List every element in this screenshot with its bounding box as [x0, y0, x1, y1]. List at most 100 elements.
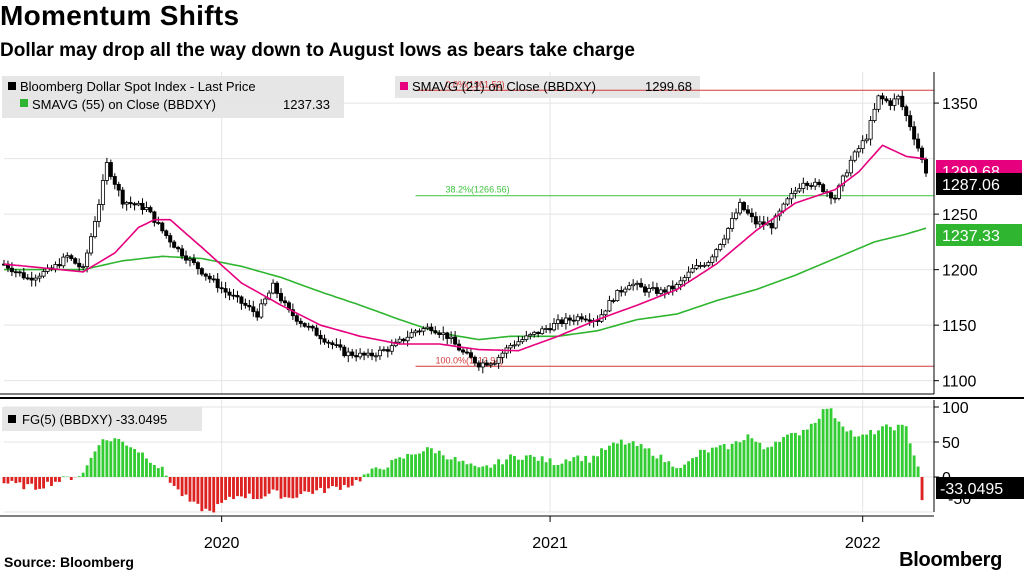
candle-body — [623, 288, 628, 293]
histogram-bar — [208, 477, 212, 511]
histogram-bar — [327, 477, 330, 489]
candle-body — [373, 355, 378, 358]
histogram-bar — [746, 434, 750, 477]
histogram-bar — [885, 424, 888, 477]
candle-body — [643, 286, 648, 293]
candle-body — [17, 271, 22, 274]
candle-body — [263, 298, 268, 305]
histogram-bar — [232, 477, 235, 500]
fib-label: 38.2%(1266.56) — [446, 185, 510, 195]
candle-body — [219, 287, 224, 290]
candle-body — [421, 328, 426, 332]
histogram-bar — [263, 477, 267, 497]
histogram-bar — [782, 437, 785, 477]
candle-body — [726, 228, 731, 240]
histogram-bar — [271, 477, 275, 490]
candle-body — [484, 362, 489, 366]
candle-body — [278, 293, 283, 302]
histogram-bar — [129, 447, 133, 477]
histogram-bar — [77, 476, 81, 477]
candle-body — [809, 185, 814, 187]
candle-body — [773, 215, 778, 229]
histogram-bar — [224, 477, 228, 500]
candle-body — [227, 291, 232, 296]
y-tick-label: 1350 — [942, 96, 978, 113]
histogram-bar — [42, 477, 45, 489]
candle-body — [718, 244, 723, 251]
candle-body — [658, 289, 663, 294]
candle-body — [575, 316, 580, 322]
legend-price-swatch — [8, 82, 16, 90]
candle-body — [749, 212, 754, 218]
histogram-bar — [679, 467, 683, 477]
histogram-bar — [493, 464, 497, 477]
candle-body — [805, 182, 810, 186]
histogram-bar — [611, 442, 615, 477]
histogram-bar — [540, 456, 544, 477]
histogram-bar — [38, 477, 42, 489]
histogram-bar — [817, 418, 821, 477]
histogram-bar — [714, 447, 718, 477]
candle-body — [639, 282, 644, 288]
histogram-bar — [706, 452, 710, 477]
candle-body — [536, 331, 541, 335]
histogram-bar — [188, 477, 192, 502]
histogram-bar — [240, 477, 243, 497]
histogram-bar — [220, 477, 224, 503]
histogram-bar — [813, 422, 817, 477]
histogram-bar — [520, 459, 524, 477]
histogram-bar — [536, 460, 540, 477]
histogram-bar — [793, 432, 797, 477]
histogram-bar — [825, 408, 829, 477]
histogram-bar — [243, 477, 247, 499]
histogram-bar — [580, 461, 584, 477]
histogram-bar — [184, 477, 188, 495]
candle-body — [124, 202, 129, 205]
candle-body — [271, 282, 276, 294]
candle-body — [896, 95, 901, 100]
legend-box-left — [2, 76, 344, 118]
histogram-bar — [406, 453, 410, 477]
histogram-bar — [726, 449, 730, 477]
histogram-bar — [877, 430, 880, 477]
histogram-bar — [85, 465, 89, 477]
histogram-bar — [14, 477, 18, 484]
histogram-bar — [556, 464, 560, 477]
histogram-bar — [564, 459, 568, 477]
candle-body — [864, 138, 869, 142]
candle-body — [730, 218, 735, 229]
candle-body — [627, 285, 632, 290]
histogram-bar — [671, 466, 675, 477]
candle-body — [559, 319, 564, 325]
histogram-bar — [101, 439, 105, 477]
candle-body — [567, 317, 572, 321]
y-tick-label: 1100 — [942, 374, 977, 391]
histogram-bar — [113, 438, 117, 477]
histogram-bar — [30, 477, 34, 484]
candle-body — [476, 362, 481, 368]
candle-body — [9, 267, 14, 273]
histogram-bar — [786, 434, 789, 477]
histogram-bar — [164, 475, 168, 477]
candle-body — [100, 180, 105, 205]
candle-body — [342, 346, 347, 357]
x-tick-label: 2020 — [204, 535, 240, 552]
candle-body — [29, 277, 34, 281]
candle-body — [714, 249, 719, 258]
histogram-bar — [588, 462, 592, 477]
candle-body — [817, 181, 822, 186]
candle-body — [670, 285, 675, 290]
histogram-bar — [236, 477, 239, 497]
candle-body — [745, 209, 750, 214]
histogram-bar — [695, 457, 698, 477]
candle-body — [734, 212, 739, 219]
histogram-bar — [675, 468, 679, 477]
candle-body — [73, 258, 78, 264]
candle-body — [449, 336, 454, 339]
histogram-bar — [148, 462, 152, 477]
legend-sma21-label: SMAVG (21) on Close (BBDXY) — [412, 79, 596, 94]
candle-body — [924, 159, 929, 174]
candle-body — [892, 98, 897, 106]
histogram-bar — [121, 441, 125, 477]
